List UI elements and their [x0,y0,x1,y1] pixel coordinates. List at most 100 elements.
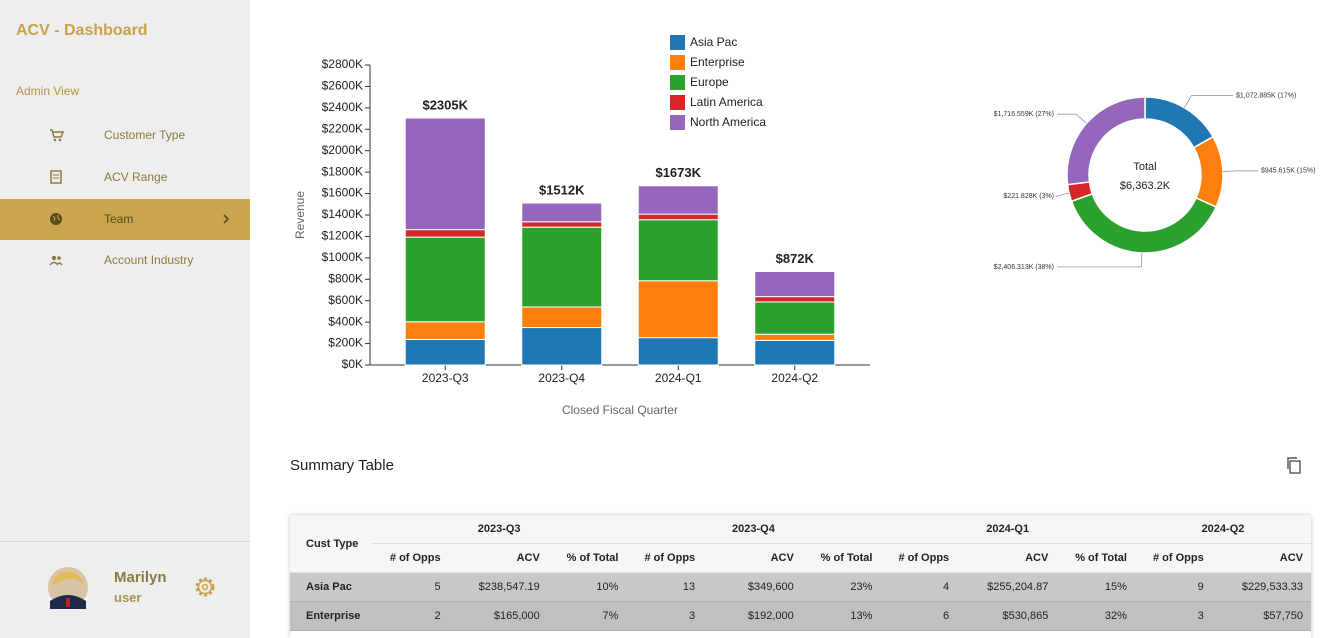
chevron-icon [223,214,230,224]
legend-label: North America [690,115,766,129]
y-tick-label: $2400K [322,100,363,114]
nav-label: Customer Type [104,128,186,142]
header-row: Cust Type 2023-Q3 2023-Q4 2024-Q1 2024-Q2 [290,515,1311,573]
nav-item[interactable]: Account Industry [0,240,250,281]
nav-item[interactable]: ACV Range [0,157,250,198]
bar-segment [404,321,486,340]
table-row: Asia Pac 5 $238,547.19 10% 13 $349,600 23% 4 $25… [290,572,1311,602]
table-cell: 13 [626,572,704,602]
corner-header: Cust Type [290,515,372,573]
bar-segment [521,327,603,366]
bar-segment [754,339,836,366]
donut-center-title: Total [1133,161,1156,173]
bar-segment [404,229,486,238]
table-row: Enterprise 2 $165,000 7% 3 $192,000 13% 6 $530,8… [290,601,1311,631]
table-cell: 15% [1056,572,1135,602]
legend-swatch [670,55,685,70]
quarter-header: 2023-Q4 [626,515,881,544]
y-tick-label: $0K [342,357,363,371]
table-cell: $165,000 [448,601,548,631]
bar-segment [637,213,719,221]
table: Cust Type 2023-Q3 2023-Q4 2024-Q1 2024-Q2 # o… [290,515,1311,631]
bar-segment [521,306,603,329]
column-header: # of Opps [626,543,704,573]
y-tick-label: $2200K [322,121,363,135]
column-header: # of Opps [1134,543,1212,573]
table-cell: 9 [1134,572,1212,602]
y-tick-label: $600K [328,293,363,307]
section-label: Admin View [16,84,80,98]
bar-segment [754,333,836,341]
table-cell: 2 [371,601,449,631]
nav-item-active[interactable]: Team [0,199,250,240]
y-tick-label: $400K [328,314,363,328]
slice-label: $1,072.885K (17%) [1236,92,1296,99]
legend-swatch [670,95,685,110]
table-cell: 13% [801,601,881,631]
slice-label: $1,716.559K (27%) [994,111,1054,118]
column-header: ACV [448,543,548,573]
table-cell: 5 [371,572,449,602]
bar-segment [754,271,836,298]
charts: $0K $200K $400K $600K $800K $1000K $1200K $1400… [293,35,1315,417]
table-cell: 32% [1056,601,1135,631]
cart-icon [50,129,64,142]
slice-label: $2,406.313K (38%) [994,264,1054,271]
slice-label: $221.828K (3%) [1003,193,1054,200]
leader-line [1057,252,1143,268]
bar-segment [404,117,486,231]
y-tick-label: $2800K [322,57,363,71]
donut-total: $6,363.2K [1120,180,1171,192]
table-cell: $349,600 [703,572,802,602]
column-header: ACV [1211,543,1311,573]
user-name: Marilyn [114,569,167,586]
table-cell: $530,865 [957,601,1057,631]
nav-item[interactable]: Customer Type [0,115,250,156]
bar-segment [521,202,603,223]
nav-label: Team [104,212,134,226]
quarter-header: 2023-Q3 [371,515,627,544]
quarter-header: 2024-Q1 [880,515,1135,544]
legend-label: Europe [690,75,729,89]
summary-title: Summary Table [290,457,394,474]
y-tick-label: $1800K [322,164,363,178]
table-cell: 10% [547,572,627,602]
avatar [48,567,88,609]
bar-segment [637,219,719,282]
donut-slice [1192,135,1224,208]
bar-segment [754,301,836,335]
nav-label: Account Industry [104,253,194,267]
bar-segment [637,185,719,215]
y-tick-label: $200K [328,336,363,350]
table-cell: $238,547.19 [448,572,548,602]
y-tick-label: $1200K [322,229,363,243]
y-tick-label: $2600K [322,79,363,93]
divider [0,541,250,542]
y-tick-label: $1400K [322,207,363,221]
table-cell: 23% [801,572,881,602]
bar-segment [637,280,719,339]
total-label: $872K [776,251,815,266]
summary-table: Cust Type 2023-Q3 2023-Q4 2024-Q1 2024-Q2 # o… [290,515,1311,638]
people-icon [49,255,63,266]
legend-label: Latin America [690,95,763,109]
table-cell: $192,000 [703,601,802,631]
receipt-icon [50,170,62,184]
settings-icon[interactable] [193,575,217,599]
table-cell: 3 [626,601,704,631]
x-axis-title: Closed Fiscal Quarter [562,403,678,417]
bar-segment [521,226,603,308]
table-cell: 3 [1134,601,1212,631]
table-cell: $229,533.33 [1211,572,1311,602]
column-header: % of Total [547,543,627,573]
subheader-row: # of Opps ACV% of Total # of Opps ACV% of T… [290,543,1311,573]
row-label: Asia Pac [290,572,372,602]
x-tick-label: 2023-Q4 [538,371,585,385]
user-role: user [114,590,142,605]
bar-segment [637,337,719,366]
bar-segment [404,236,486,323]
column-header: ACV [957,543,1057,573]
x-tick-label: 2024-Q1 [655,371,702,385]
donut-slice [1070,192,1218,254]
copy-icon[interactable] [1285,456,1303,474]
